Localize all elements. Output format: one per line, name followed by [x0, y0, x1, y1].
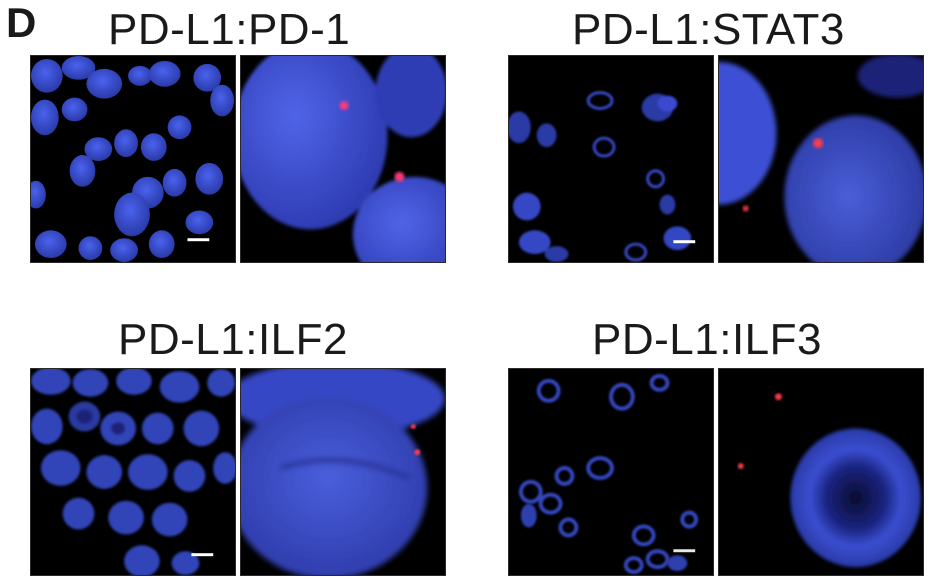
pla-signal-dot	[737, 463, 744, 470]
pla-signal-dot	[774, 393, 782, 401]
scale-bar	[191, 553, 214, 557]
micrograph-stat3-zoom	[718, 55, 924, 263]
scale-bar	[673, 240, 696, 244]
group-title-stat3: PD-L1:STAT3	[572, 5, 845, 54]
scale-bar	[673, 549, 696, 553]
micrograph-ilf3-zoom	[718, 368, 924, 576]
group-title-ilf2: PD-L1:ILF2	[118, 315, 348, 364]
group-title-pd1: PD-L1:PD-1	[108, 5, 351, 54]
pla-signal-dot	[414, 449, 421, 456]
pla-signal-dot	[339, 101, 349, 110]
micrograph-pd1-zoom	[240, 55, 446, 263]
pla-signal-dot	[394, 171, 405, 182]
pla-signal-dot	[410, 423, 416, 429]
micrograph-stat3-overview	[508, 55, 714, 263]
pla-signal-dot	[742, 205, 749, 212]
panel-label: D	[6, 0, 37, 46]
pla-signal-dot	[813, 138, 823, 149]
micrograph-ilf2-zoom	[240, 368, 446, 576]
micrograph-pd1-overview	[30, 55, 236, 263]
scale-bar	[187, 238, 210, 242]
group-title-ilf3: PD-L1:ILF3	[592, 315, 822, 364]
micrograph-ilf3-overview	[508, 368, 714, 576]
micrograph-ilf2-overview	[30, 368, 236, 576]
